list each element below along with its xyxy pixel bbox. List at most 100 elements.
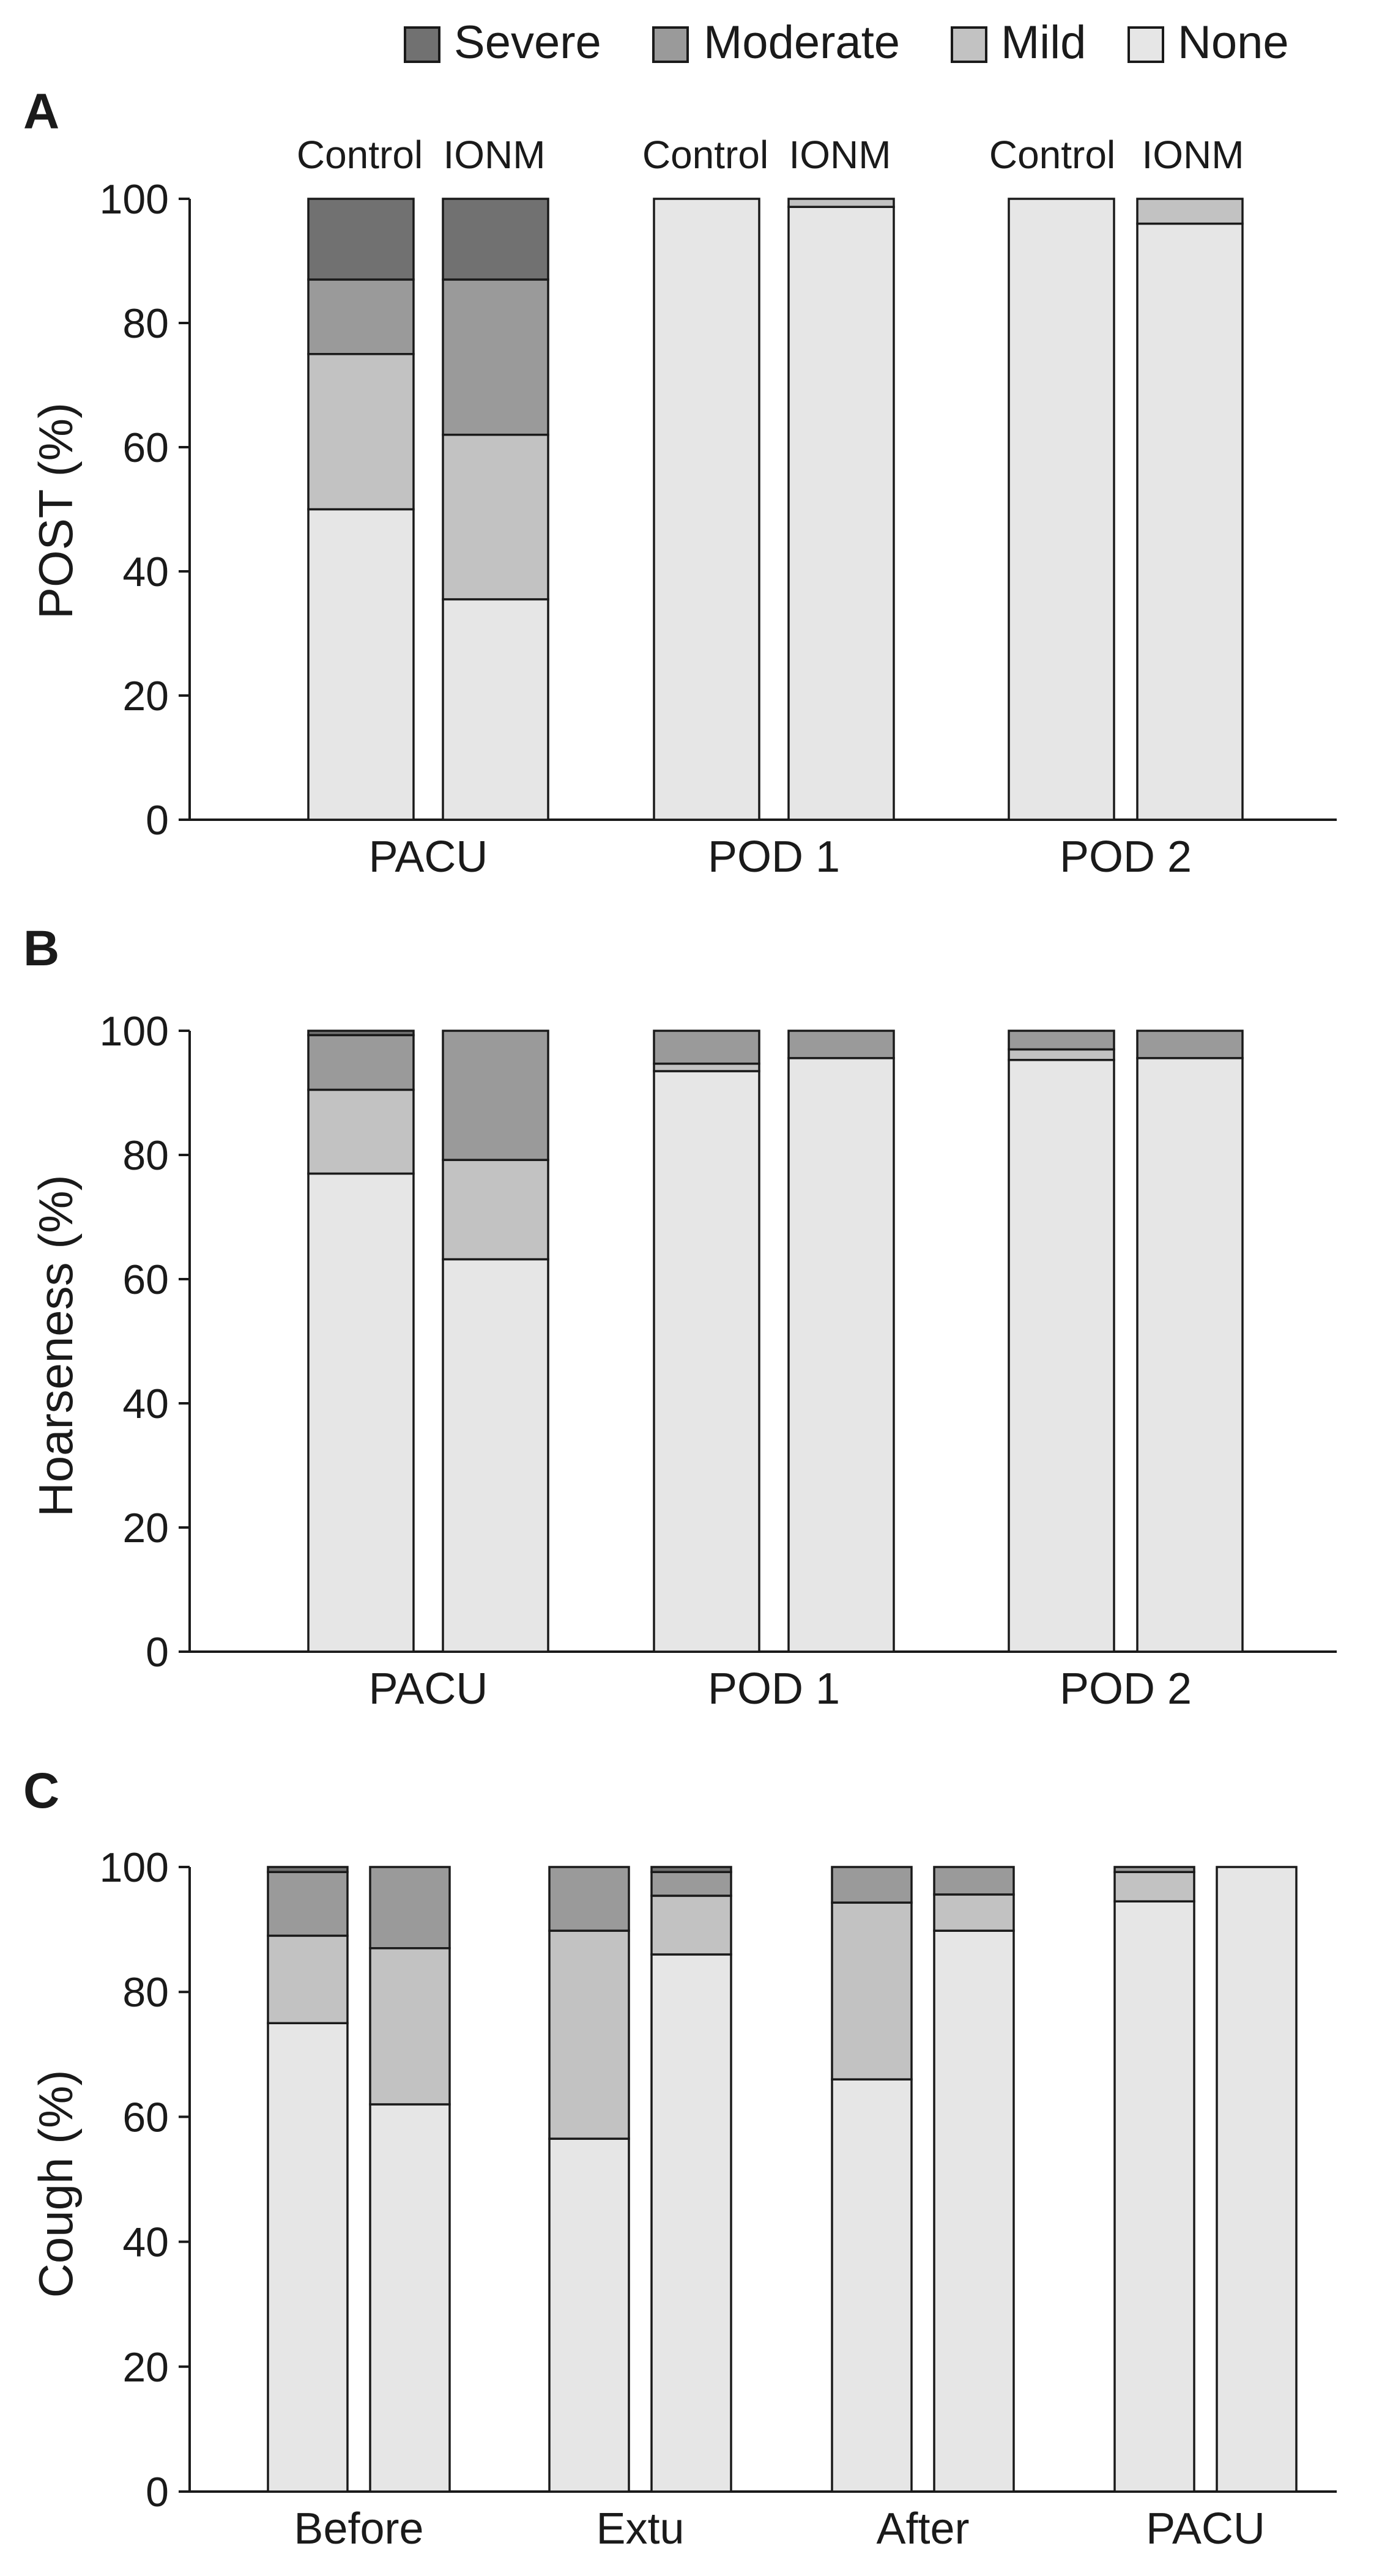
bar-segment-before-ionm-moderate	[369, 1866, 451, 1950]
bar-segment-pacu-control-moderate	[307, 1034, 415, 1091]
legend-swatch-severe	[404, 26, 440, 63]
bar-segment-pacu-control-none	[307, 1172, 415, 1653]
x-tick-label-pacu: PACU	[1146, 2504, 1265, 2553]
bar-segment-pod-2-control-moderate	[1008, 1030, 1115, 1051]
bar-segment-pacu-ionm-moderate	[442, 278, 549, 436]
legend-swatch-none	[1128, 26, 1164, 63]
x-tick-label-after: After	[876, 2504, 969, 2553]
legend-label-severe: Severe	[454, 17, 601, 69]
panel-label-a: A	[23, 84, 59, 139]
bar-segment-pod-2-ionm-moderate	[1136, 1030, 1244, 1060]
panel-a: A POST (%) Control IONM Control IONM Con…	[23, 84, 1337, 882]
bar-segment-pacu-control-moderate	[307, 278, 415, 355]
bar-segment-pod-2-control-none	[1008, 198, 1115, 821]
bar-segment-pacu-ionm-none	[442, 598, 549, 821]
bar-segment-pacu-control-mild	[1113, 1871, 1195, 1902]
y-tick-label: 20	[122, 2344, 169, 2391]
y-tick-label: 0	[146, 2469, 169, 2515]
group-label-control: Control	[297, 133, 423, 177]
panel-c: C Cough (%) 0 20 40 60 80 100 Before Extu After P…	[23, 1763, 1337, 2553]
legend-label-none: None	[1178, 17, 1289, 69]
bar-segment-after-control-mild	[831, 1901, 913, 2080]
y-tick-label: 40	[122, 2219, 169, 2266]
bar-segment-pacu-control-mild	[307, 1088, 415, 1175]
bar-segment-after-ionm-moderate	[933, 1866, 1015, 1896]
bar-segment-pacu-ionm-none	[442, 1258, 549, 1653]
bar-segment-before-control-mild	[267, 1934, 349, 2025]
x-tick-label-pacu: PACU	[369, 833, 488, 882]
bar-segment-pod-1-ionm-moderate	[787, 1030, 895, 1060]
bar-segment-pod-2-ionm-none	[1136, 222, 1244, 821]
group-label-control: Control	[989, 133, 1115, 177]
bar-segment-pod-2-ionm-mild	[1136, 198, 1244, 225]
y-tick-label: 20	[122, 1505, 169, 1551]
y-axis-label-post: POST (%)	[29, 403, 83, 619]
bar-segment-pod-2-control-none	[1008, 1058, 1115, 1653]
bar-segment-pod-1-control-none	[653, 198, 760, 821]
bar-segment-pacu-control-severe	[307, 198, 415, 281]
y-tick-label: 80	[122, 1969, 169, 2016]
bar-segment-after-control-none	[831, 2078, 913, 2493]
bar-segment-pod-1-ionm-none	[787, 1056, 895, 1653]
bar-segment-before-ionm-none	[369, 2103, 451, 2493]
x-tick-label-extu: Extu	[596, 2504, 684, 2553]
bar-segment-pod-2-ionm-none	[1136, 1056, 1244, 1653]
bar-segment-pacu-ionm-mild	[442, 1159, 549, 1261]
x-tick-label-pod-2: POD 2	[1060, 1665, 1192, 1713]
y-tick-label: 80	[122, 300, 169, 347]
bar-segment-extu-ionm-moderate	[650, 1871, 732, 1897]
legend-item-moderate: Moderate	[652, 17, 900, 69]
group-label-ionm: IONM	[789, 133, 891, 177]
bar-segment-pod-1-ionm-none	[787, 206, 895, 821]
y-tick-label: 40	[122, 1381, 169, 1427]
legend-label-moderate: Moderate	[704, 17, 900, 69]
bar-segment-pod-1-control-mild	[653, 1063, 760, 1072]
y-tick-label: 60	[122, 2094, 169, 2140]
y-tick-label: 80	[122, 1132, 169, 1179]
bar-segment-pacu-control-none	[307, 508, 415, 821]
bar-segment-extu-control-moderate	[548, 1866, 630, 1932]
bar-segment-extu-control-none	[548, 2137, 630, 2493]
legend-item-mild: Mild	[951, 17, 1086, 69]
x-tick-label-before: Before	[294, 2504, 423, 2553]
y-tick-label: 20	[122, 673, 169, 719]
y-axis-label-cough: Cough (%)	[29, 2070, 83, 2298]
bar-segment-pod-2-control-mild	[1008, 1048, 1115, 1061]
bar-segment-pacu-ionm-mild	[442, 433, 549, 601]
group-label-control: Control	[642, 133, 768, 177]
legend-item-none: None	[1128, 17, 1289, 69]
legend-item-severe: Severe	[404, 17, 601, 69]
legend-swatch-moderate	[652, 26, 689, 63]
bar-segment-pacu-ionm-none	[1216, 1866, 1298, 2493]
bar-segment-pacu-ionm-moderate	[442, 1030, 549, 1161]
bar-segment-before-control-none	[267, 2022, 349, 2493]
group-label-ionm: IONM	[1142, 133, 1244, 177]
panel-label-c: C	[23, 1763, 59, 1819]
x-tick-label-pod-2: POD 2	[1060, 833, 1192, 882]
bar-segment-before-ionm-mild	[369, 1947, 451, 2106]
legend-swatch-mild	[951, 26, 987, 63]
bar-segment-extu-ionm-severe	[650, 1866, 732, 1873]
bar-segment-pod-1-control-none	[653, 1070, 760, 1653]
bar-segment-after-ionm-none	[933, 1929, 1015, 2493]
bar-segment-pacu-control-mild	[307, 353, 415, 511]
y-tick-label: 0	[146, 1629, 169, 1676]
y-tick-label: 100	[100, 1844, 169, 1891]
x-tick-label-pacu: PACU	[369, 1665, 488, 1713]
bar-segment-extu-ionm-mild	[650, 1895, 732, 1956]
bar-segment-pod-1-ionm-mild	[787, 198, 895, 208]
legend: Severe Moderate Mild None	[404, 17, 1289, 69]
panel-label-b: B	[23, 921, 59, 976]
bar-segment-extu-ionm-none	[650, 1953, 732, 2493]
y-tick-label: 60	[122, 425, 169, 471]
y-tick-label: 0	[146, 797, 169, 844]
legend-label-mild: Mild	[1001, 17, 1086, 69]
bar-segment-pacu-control-none	[1113, 1900, 1195, 2493]
bar-segment-pacu-ionm-severe	[442, 198, 549, 281]
bar-segment-before-control-severe	[267, 1866, 349, 1873]
panel-b: B Hoarseness (%) 0 20 40 60 80 100 PACU POD 1 PO…	[23, 921, 1337, 1713]
bar-segment-after-control-moderate	[831, 1866, 913, 1904]
y-tick-label: 100	[100, 176, 169, 223]
bar-segment-pacu-control-moderate	[1113, 1866, 1195, 1873]
